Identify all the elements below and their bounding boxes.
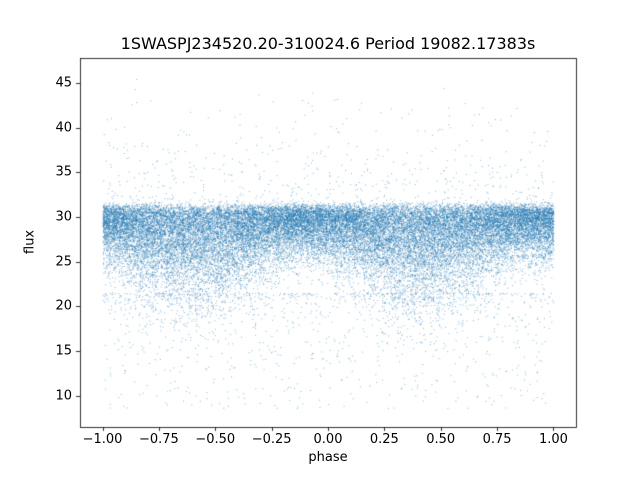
y-tick-label: 35 — [55, 164, 72, 180]
y-tick-label: 15 — [55, 343, 72, 359]
x-tick-label: −0.25 — [251, 432, 292, 447]
x-tick-label: −0.50 — [195, 432, 236, 447]
x-axis-label: phase — [308, 450, 348, 465]
x-tick-label: 0.25 — [369, 432, 399, 447]
y-tick-label: 45 — [55, 75, 72, 91]
y-tick-label: 40 — [55, 120, 72, 136]
y-tick-label: 25 — [55, 254, 72, 270]
y-axis-label: flux — [22, 229, 38, 255]
y-tick-label: 20 — [55, 298, 72, 314]
x-tick-label: 0.00 — [313, 432, 343, 447]
chart-title: 1SWASPJ234520.20-310024.6 Period 19082.1… — [120, 34, 536, 53]
x-tick-label: 1.00 — [538, 432, 568, 447]
y-tick-label: 10 — [55, 388, 72, 404]
y-tick-label: 30 — [55, 209, 72, 225]
x-tick-label: 0.50 — [426, 432, 456, 447]
x-tick-label: −1.00 — [82, 432, 123, 447]
x-tick-label: −0.75 — [138, 432, 179, 447]
x-tick-label: 0.75 — [482, 432, 512, 447]
